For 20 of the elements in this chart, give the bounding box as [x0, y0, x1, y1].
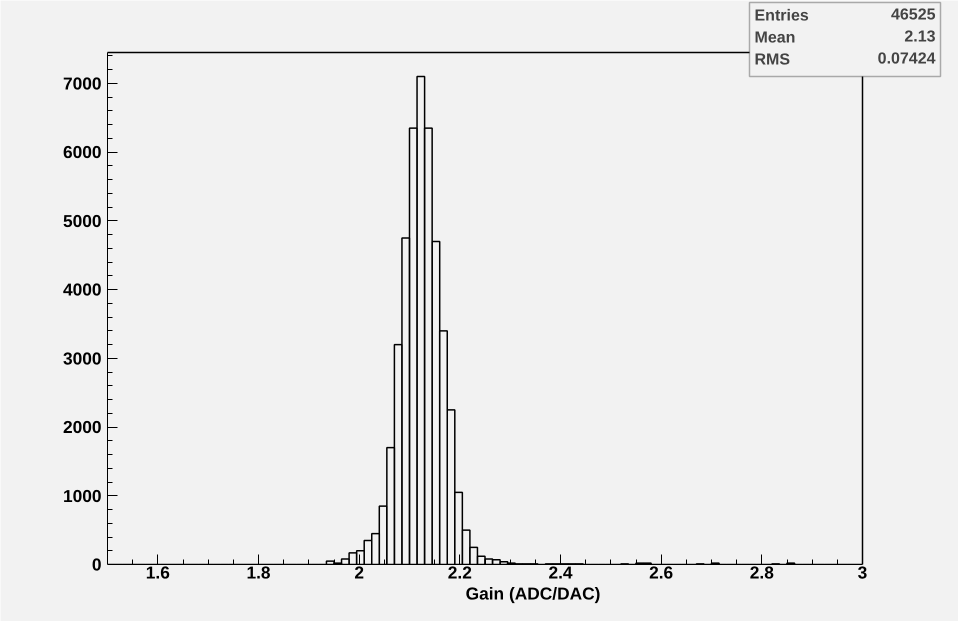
text: Entries 46525 [754, 6, 936, 24]
y-tick-label: 5000 [62, 210, 102, 231]
y-tick-label: 4000 [62, 280, 102, 300]
x-tick-label: 1.6 [146, 562, 170, 582]
y-tick-label: 2000 [62, 417, 102, 438]
y-tick-label: 1000 [62, 486, 102, 506]
x-tick-label: 2 [354, 562, 364, 582]
y-tick-label: 7000 [62, 73, 102, 94]
y-tick-label: 3000 [62, 348, 102, 368]
x-tick-label: 2.4 [548, 562, 573, 582]
y-tick-label: 6000 [62, 142, 102, 162]
x-tick-label: 1.8 [246, 562, 271, 582]
x-tick-label: 2.2 [448, 562, 472, 582]
x-tick-label: 3 [858, 562, 868, 582]
y-tick-label: 0 [92, 554, 102, 574]
x-tick-label: 2.6 [649, 562, 674, 582]
text: RMS 0.07424 [754, 50, 936, 68]
x-axis-title: Gain (ADC/DAC) [466, 584, 600, 604]
text: Mean 2.13 [754, 28, 936, 46]
x-tick-label: 2.8 [750, 562, 774, 582]
